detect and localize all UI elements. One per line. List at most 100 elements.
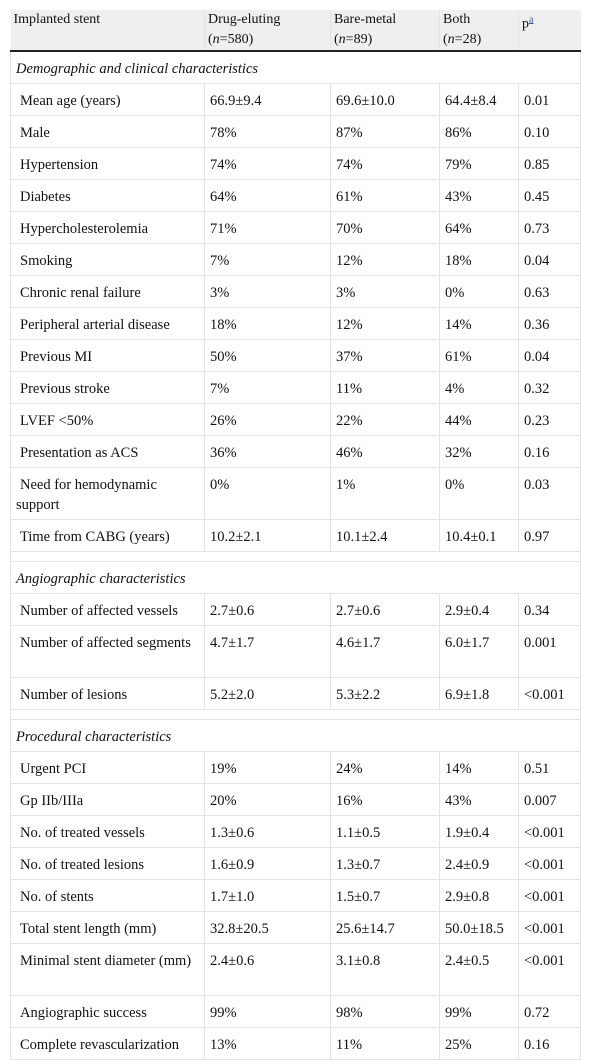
drug-eluting-value: 18% (204, 307, 331, 340)
table-header: Implanted stent Drug-eluting (n=580) Bare… (10, 10, 581, 52)
bare-metal-value: 2.7±0.6 (330, 593, 440, 626)
bare-metal-value: 1.1±0.5 (330, 815, 440, 848)
drug-eluting-value: 36% (204, 435, 331, 468)
p-value: <0.001 (518, 943, 581, 996)
drug-eluting-value: 7% (204, 243, 331, 276)
bare-metal-value: 87% (330, 115, 440, 148)
p-value: <0.001 (518, 677, 581, 710)
row-label: Peripheral arterial disease (10, 307, 205, 340)
drug-eluting-value: 10.2±2.1 (204, 519, 331, 552)
both-value: 44% (439, 403, 519, 436)
drug-eluting-value: 78% (204, 115, 331, 148)
row-label: No. of treated vessels (10, 815, 205, 848)
row-label: Mean age (years) (10, 83, 205, 116)
row-label: LVEF <50% (10, 403, 205, 436)
row-label: Chronic renal failure (10, 275, 205, 308)
table-row: Time from CABG (years) 10.2±2.1 10.1±2.4 10… (10, 519, 581, 552)
section-title: Angiographic characteristics (10, 561, 581, 594)
row-label: Angiographic success (10, 995, 205, 1028)
both-value: 43% (439, 179, 519, 212)
row-label: Total stent length (mm) (10, 911, 205, 944)
drug-eluting-value: 32.8±20.5 (204, 911, 331, 944)
section-spacer (10, 709, 581, 720)
row-label: Diabetes (10, 179, 205, 212)
table-row: Hypertension 74% 74% 79% 0.85 (10, 147, 581, 180)
bare-metal-value: 3% (330, 275, 440, 308)
p-value: 0.34 (518, 593, 581, 626)
bare-metal-value: 12% (330, 307, 440, 340)
drug-eluting-value: 64% (204, 179, 331, 212)
both-value: 61% (439, 339, 519, 372)
both-value: 2.9±0.8 (439, 879, 519, 912)
p-value: 0.16 (518, 1027, 581, 1060)
row-label: Urgent PCI (10, 751, 205, 784)
p-value: <0.001 (518, 847, 581, 880)
p-value: 0.32 (518, 371, 581, 404)
table-row: Presentation as ACS 36% 46% 32% 0.16 (10, 435, 581, 468)
table-row: No. of stents 1.7±1.0 1.5±0.7 2.9±0.8 <0.001 (10, 879, 581, 912)
drug-eluting-value: 2.7±0.6 (204, 593, 331, 626)
bare-metal-value: 1% (330, 467, 440, 520)
section-header-row: Demographic and clinical characteristics (10, 51, 581, 84)
bare-metal-value: 5.3±2.2 (330, 677, 440, 710)
bare-metal-value: 1.5±0.7 (330, 879, 440, 912)
header-both: Both (n=28) (439, 10, 519, 52)
p-value: <0.001 (518, 815, 581, 848)
both-value: 99% (439, 995, 519, 1028)
table-row: Smoking 7% 12% 18% 0.04 (10, 243, 581, 276)
row-label: No. of stents (10, 879, 205, 912)
drug-eluting-value: 71% (204, 211, 331, 244)
bare-metal-value: 46% (330, 435, 440, 468)
table-row: Previous stroke 7% 11% 4% 0.32 (10, 371, 581, 404)
p-value: 0.45 (518, 179, 581, 212)
header-drug-eluting: Drug-eluting (n=580) (204, 10, 331, 52)
bare-metal-value: 37% (330, 339, 440, 372)
drug-eluting-value: 4.7±1.7 (204, 625, 331, 678)
both-value: 2.4±0.9 (439, 847, 519, 880)
both-value: 0% (439, 467, 519, 520)
table-row: Gp IIb/IIIa 20% 16% 43% 0.007 (10, 783, 581, 816)
table-row: Diabetes 64% 61% 43% 0.45 (10, 179, 581, 212)
row-label: Complete revascularization (10, 1027, 205, 1060)
header-implanted-stent: Implanted stent (10, 10, 205, 52)
table-row: Angiographic success 99% 98% 99% 0.72 (10, 995, 581, 1028)
drug-eluting-value: 0% (204, 467, 331, 520)
p-value: 0.23 (518, 403, 581, 436)
table-row: LVEF <50% 26% 22% 44% 0.23 (10, 403, 581, 436)
bare-metal-value: 61% (330, 179, 440, 212)
section-spacer (10, 551, 581, 562)
p-value: <0.001 (518, 911, 581, 944)
table-row: No. of treated vessels 1.3±0.6 1.1±0.5 1.9±… (10, 815, 581, 848)
drug-eluting-value: 19% (204, 751, 331, 784)
section-header-row: Procedural characteristics (10, 719, 581, 752)
section-header-row: Angiographic characteristics (10, 561, 581, 594)
table-body: Demographic and clinical characteristics… (10, 51, 581, 1060)
row-label: Minimal stent diameter (mm) (10, 943, 205, 996)
row-label: Previous MI (10, 339, 205, 372)
both-value: 25% (439, 1027, 519, 1060)
drug-eluting-value: 99% (204, 995, 331, 1028)
bare-metal-value: 16% (330, 783, 440, 816)
both-value: 2.4±0.5 (439, 943, 519, 996)
table-row: Number of affected segments 4.7±1.7 4.6±1.… (10, 625, 581, 678)
drug-eluting-value: 2.4±0.6 (204, 943, 331, 996)
table-row: Peripheral arterial disease 18% 12% 14% 0.36 (10, 307, 581, 340)
p-value: <0.001 (518, 879, 581, 912)
both-value: 32% (439, 435, 519, 468)
drug-eluting-value: 26% (204, 403, 331, 436)
row-label: Male (10, 115, 205, 148)
bare-metal-value: 11% (330, 1027, 440, 1060)
p-value: 0.85 (518, 147, 581, 180)
row-label: Smoking (10, 243, 205, 276)
drug-eluting-value: 1.6±0.9 (204, 847, 331, 880)
p-value: 0.72 (518, 995, 581, 1028)
footnote-a-link[interactable]: a (529, 14, 534, 25)
row-label: No. of treated lesions (10, 847, 205, 880)
p-value: 0.04 (518, 243, 581, 276)
drug-eluting-value: 3% (204, 275, 331, 308)
bare-metal-value: 11% (330, 371, 440, 404)
table-row: Number of lesions 5.2±2.0 5.3±2.2 6.9±1.8 <0… (10, 677, 581, 710)
drug-eluting-value: 66.9±9.4 (204, 83, 331, 116)
section-title: Demographic and clinical characteristics (10, 51, 581, 84)
drug-eluting-value: 74% (204, 147, 331, 180)
